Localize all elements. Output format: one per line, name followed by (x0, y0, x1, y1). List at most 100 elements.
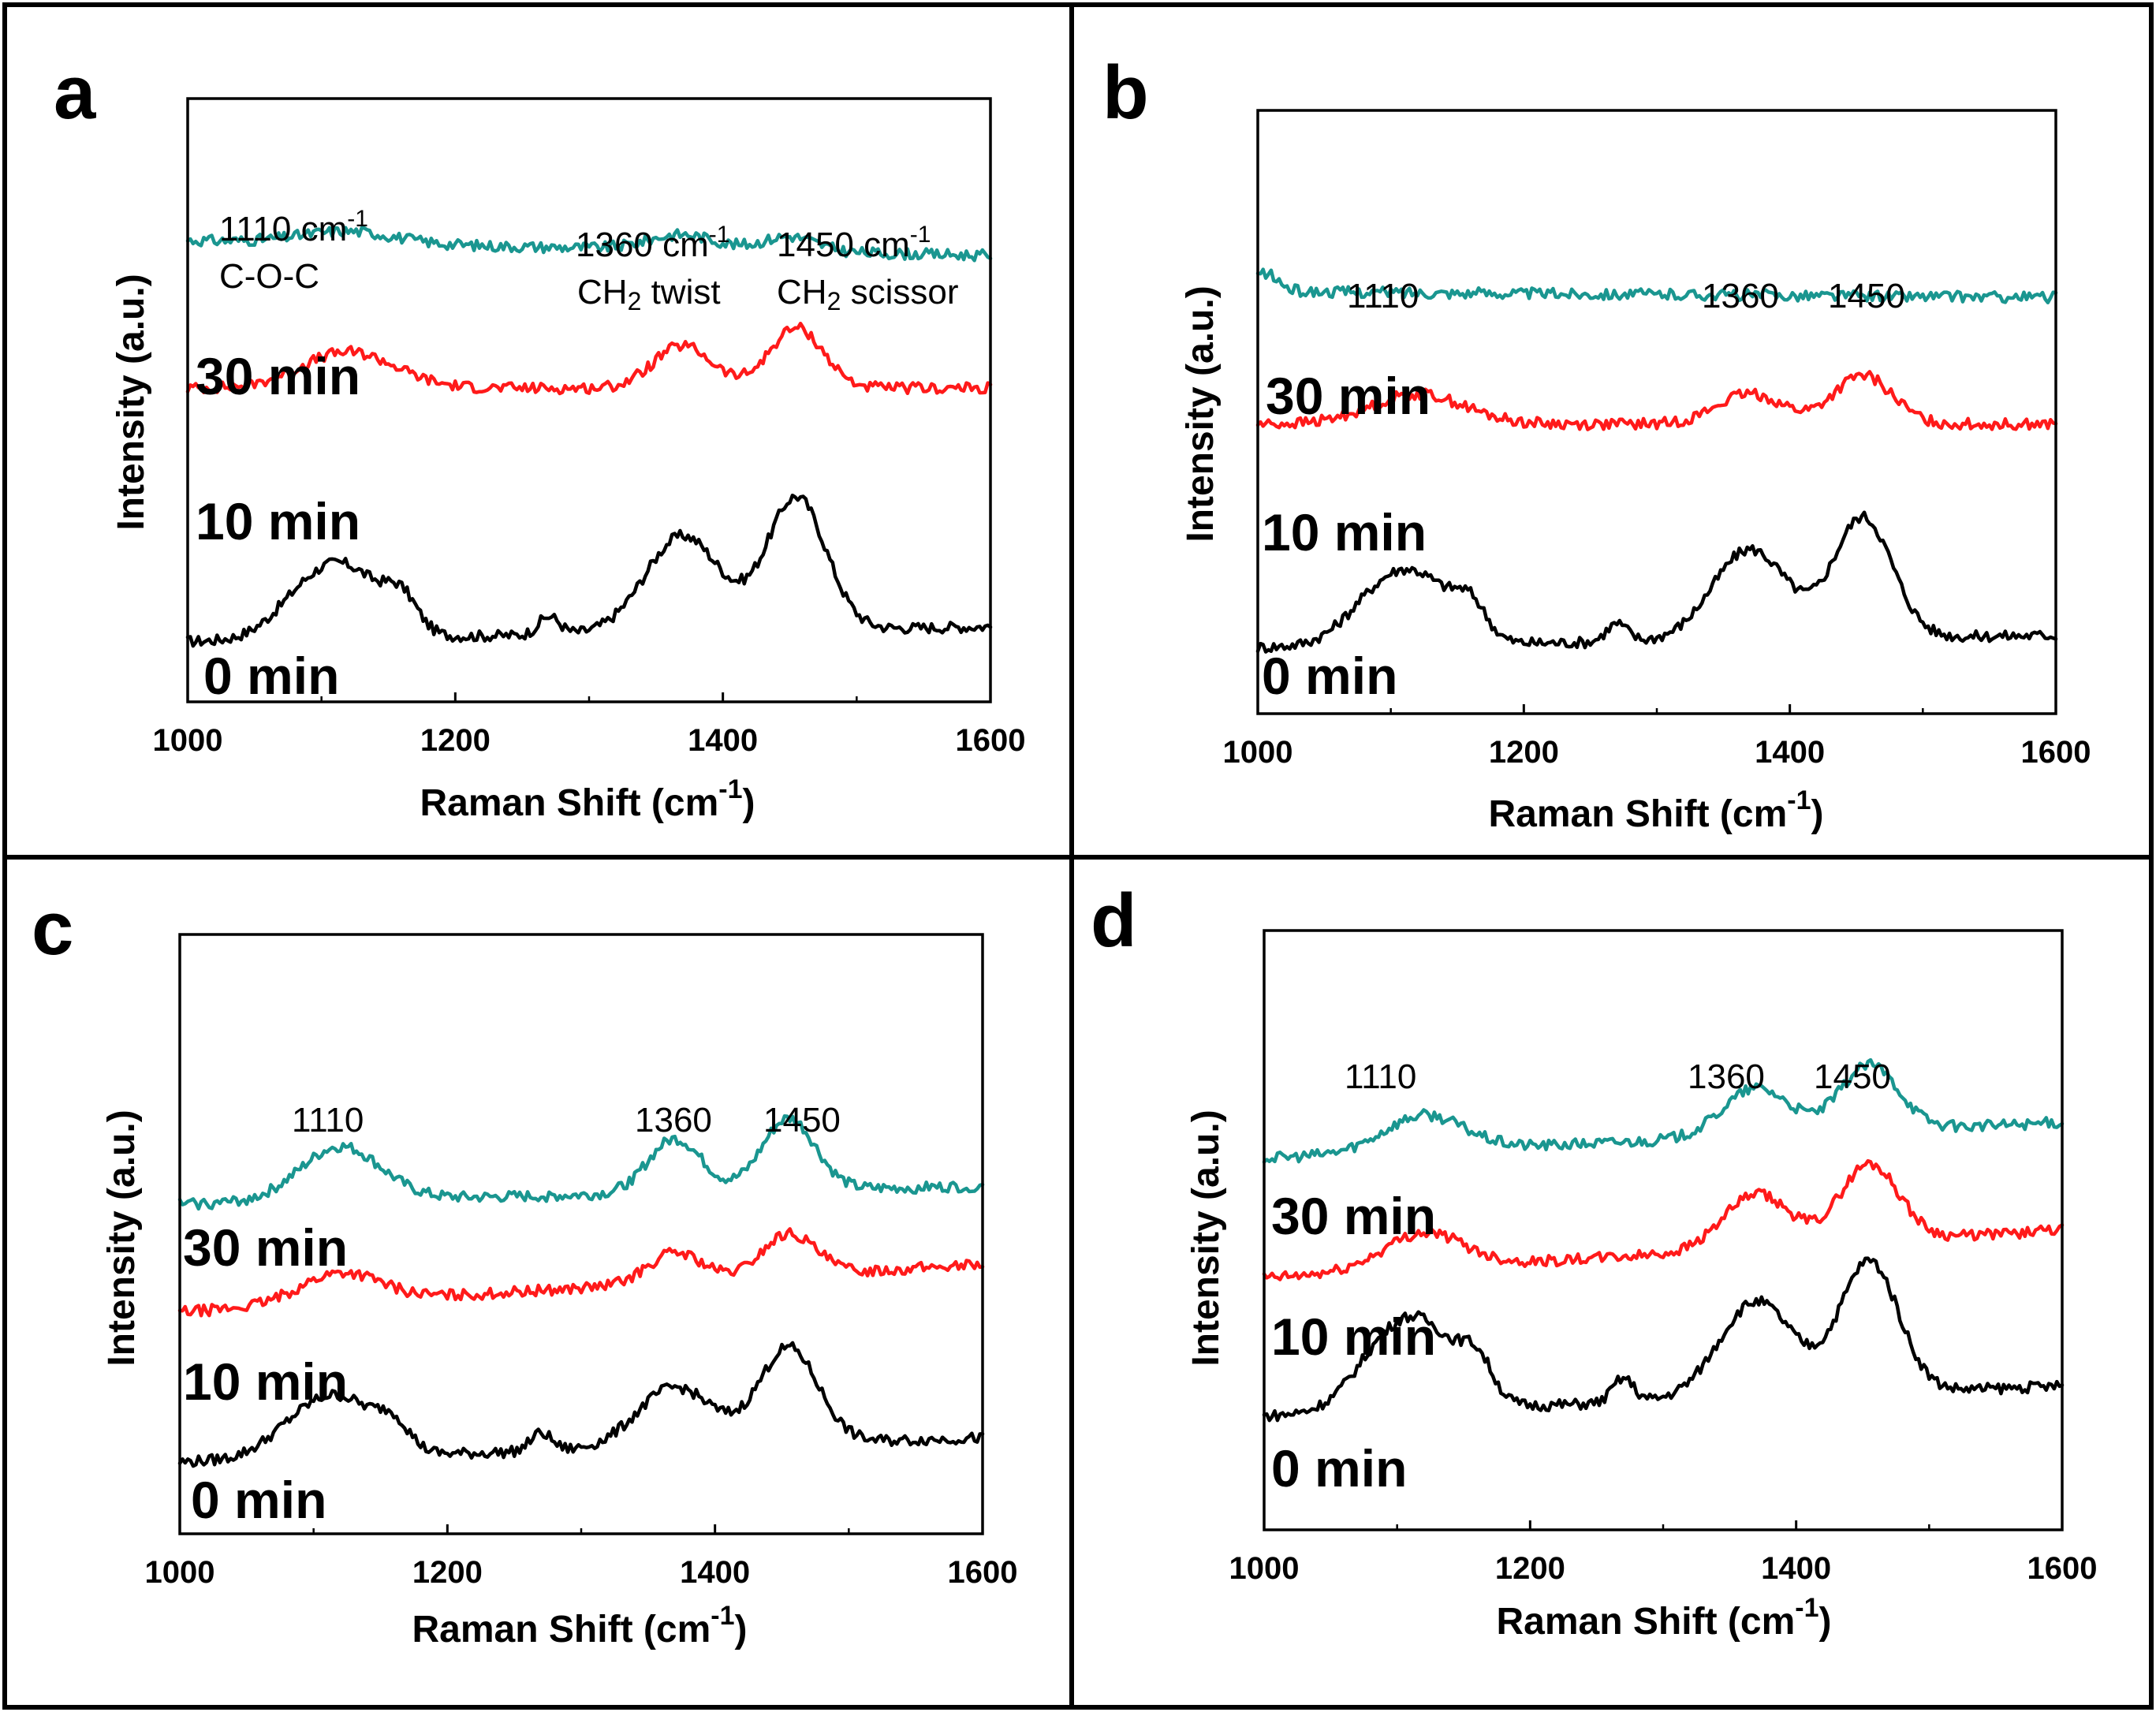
panel-a-peak-1450-assign: CH2 scissor (777, 273, 958, 315)
panel-a-peak-1360-sub: 2 (628, 287, 642, 315)
panel-b-peak-1360: 1360 (1702, 277, 1779, 315)
panel-a-peak-1110-assign: C-O-C (219, 257, 319, 296)
panel-a-peak-1110-l1: 1110 cm (219, 210, 347, 248)
panel-a-ticks: 1000 1200 1400 1600 (153, 692, 1026, 758)
panel-a-peak-1360-rest: twist (641, 273, 720, 311)
panel-b-xlabel: Raman Shift (cm (1489, 793, 1788, 835)
panel-c-label-10min: 10 min (183, 1352, 348, 1411)
panel-d-series (1262, 1057, 2065, 1423)
panel-d-ticks: 1000 1200 1400 1600 (1229, 1520, 2098, 1586)
panel-d-xtick-label-1200: 1200 (1495, 1551, 1565, 1586)
panel-a-peak-1360: 1360 cm-1 (576, 222, 729, 264)
panel-a-line-30min (185, 226, 993, 263)
panel-a-plot: 1000 1200 1400 1600 (153, 97, 1026, 758)
panel-label-c: c (32, 886, 73, 971)
panel-d-xtick-label-1400: 1400 (1761, 1551, 1831, 1586)
panel-c-xlabel-sup: -1 (711, 1601, 734, 1631)
panel-c-label-30min: 30 min (183, 1218, 348, 1277)
panel-a-peak-1450-sub: 2 (827, 287, 841, 315)
panel-a-peak-1360-ch: CH (577, 273, 628, 311)
panel-a-xlabel-sup: -1 (718, 774, 742, 804)
panel-b-xtick-label-1400: 1400 (1755, 735, 1825, 770)
panel-b-label-10min: 10 min (1262, 503, 1427, 561)
panel-d-line-10min (1262, 1158, 2065, 1281)
panel-d-plot: 1000 1200 1400 1600 (1229, 929, 2098, 1586)
panel-b-xlabel-close: ) (1811, 793, 1823, 835)
panel-c-xtick-label-1400: 1400 (680, 1555, 750, 1590)
panel-c-label-0min: 0 min (191, 1471, 326, 1529)
panel-a-peak-1450-rest: scissor (841, 273, 958, 311)
panel-a-line-0min (185, 493, 993, 648)
panel-c-y-axis-title: Intensity (a.u.) (101, 1110, 143, 1366)
panel-a-x-axis-title: Raman Shift (cm-1) (420, 774, 755, 824)
panel-b-peak-1110: 1110 (1347, 277, 1419, 315)
panel-b-xtick-label-1600: 1600 (2021, 735, 2091, 770)
panel-c-series (177, 1114, 985, 1468)
panel-a-xtick-label-1200: 1200 (420, 723, 491, 758)
panel-d-xtick-label-1000: 1000 (1229, 1551, 1300, 1586)
panel-c-plot: 1000 1200 1400 1600 (145, 933, 1018, 1590)
panel-b-y-axis-title: Intensity (a.u.) (1180, 285, 1222, 542)
panel-c-peak-1110: 1110 (292, 1101, 364, 1139)
panel-d-peak-1450: 1450 (1814, 1057, 1891, 1096)
panel-c-x-axis-title: Raman Shift (cm-1) (412, 1601, 748, 1650)
panel-b-line-30min (1255, 267, 2058, 304)
panel-d-label-10min: 10 min (1271, 1307, 1436, 1366)
panel-d-line-0min (1262, 1256, 2065, 1423)
panel-c-peak-1450: 1450 (763, 1101, 841, 1139)
panel-a-peak-1360-l1: 1360 cm (576, 226, 709, 264)
panel-d: d 1000 1200 1400 1600 Raman Shift (cm-1) In… (1091, 878, 2097, 1643)
panel-label-d: d (1091, 878, 1137, 963)
panel-b-xlabel-sup: -1 (1787, 785, 1811, 815)
panel-b-label-30min: 30 min (1266, 367, 1430, 425)
panel-c-xtick-label-1000: 1000 (145, 1555, 215, 1590)
panel-d-xlabel-close: ) (1818, 1601, 1831, 1643)
panel-b-x-axis-title: Raman Shift (cm-1) (1489, 785, 1824, 835)
panel-a-peak-1360-assign: CH2 twist (577, 273, 721, 315)
panel-b-line-10min (1255, 370, 2058, 431)
panel-b-label-0min: 0 min (1262, 647, 1397, 705)
panel-a-label-30min: 30 min (196, 347, 360, 405)
panel-a-peak-1360-sup: -1 (709, 222, 730, 248)
panel-a-peak-1450: 1450 cm-1 (777, 222, 931, 264)
panel-c: c 1000 1200 1400 1600 Raman Shift (cm-1) In… (32, 886, 1017, 1650)
panel-a-xtick-label-1600: 1600 (956, 723, 1026, 758)
panel-a-peak-1450-sup: -1 (910, 222, 931, 248)
panel-a-peak-1110: 1110 cm-1 (219, 206, 368, 248)
panel-d-x-axis-title: Raman Shift (cm-1) (1497, 1593, 1832, 1643)
panel-a-series (185, 226, 993, 648)
panel-c-ticks: 1000 1200 1400 1600 (145, 1524, 1018, 1590)
panel-a-label-10min: 10 min (196, 492, 360, 550)
panel-d-xlabel-sup: -1 (1795, 1593, 1818, 1623)
panel-b-ticks: 1000 1200 1400 1600 (1223, 704, 2091, 770)
panel-a-xtick-label-1000: 1000 (153, 723, 223, 758)
panel-d-xlabel: Raman Shift (cm (1497, 1601, 1796, 1643)
panel-c-line-0min (177, 1341, 985, 1468)
panel-b-peak-1450: 1450 (1828, 277, 1905, 315)
panel-b-plot: 1000 1200 1400 1600 (1223, 109, 2091, 770)
panel-d-peak-1110: 1110 (1345, 1057, 1416, 1096)
panel-c-line-30min (177, 1114, 985, 1211)
panel-d-label-0min: 0 min (1271, 1439, 1407, 1498)
panel-d-label-30min: 30 min (1271, 1187, 1436, 1245)
panel-a-y-axis-title: Intensity (a.u.) (110, 274, 152, 530)
panel-c-peak-1360: 1360 (635, 1101, 712, 1139)
panel-a-xlabel: Raman Shift (cm (420, 782, 719, 824)
panel-c-xtick-label-1600: 1600 (948, 1555, 1018, 1590)
panel-d-y-axis-title: Intensity (a.u.) (1185, 1110, 1227, 1366)
panel-d-xtick-label-1600: 1600 (2027, 1551, 2098, 1586)
panel-d-peak-1360: 1360 (1688, 1057, 1765, 1096)
panel-a-line-10min (185, 321, 993, 396)
panel-c-line-10min (177, 1227, 985, 1318)
panel-c-xtick-label-1200: 1200 (412, 1555, 483, 1590)
panel-a: a 1000 1200 1400 1600 Raman Shift (cm-1) In… (54, 50, 1025, 824)
panel-d-line-30min (1262, 1057, 2065, 1164)
panel-a-xlabel-close: ) (742, 782, 755, 824)
panel-a-label-0min: 0 min (203, 647, 339, 705)
panel-a-peak-1450-l1: 1450 cm (777, 226, 910, 264)
panel-label-a: a (54, 50, 96, 135)
panel-b-xtick-label-1200: 1200 (1489, 735, 1559, 770)
panel-label-b: b (1102, 50, 1149, 135)
panel-c-xlabel-close: ) (734, 1609, 747, 1650)
